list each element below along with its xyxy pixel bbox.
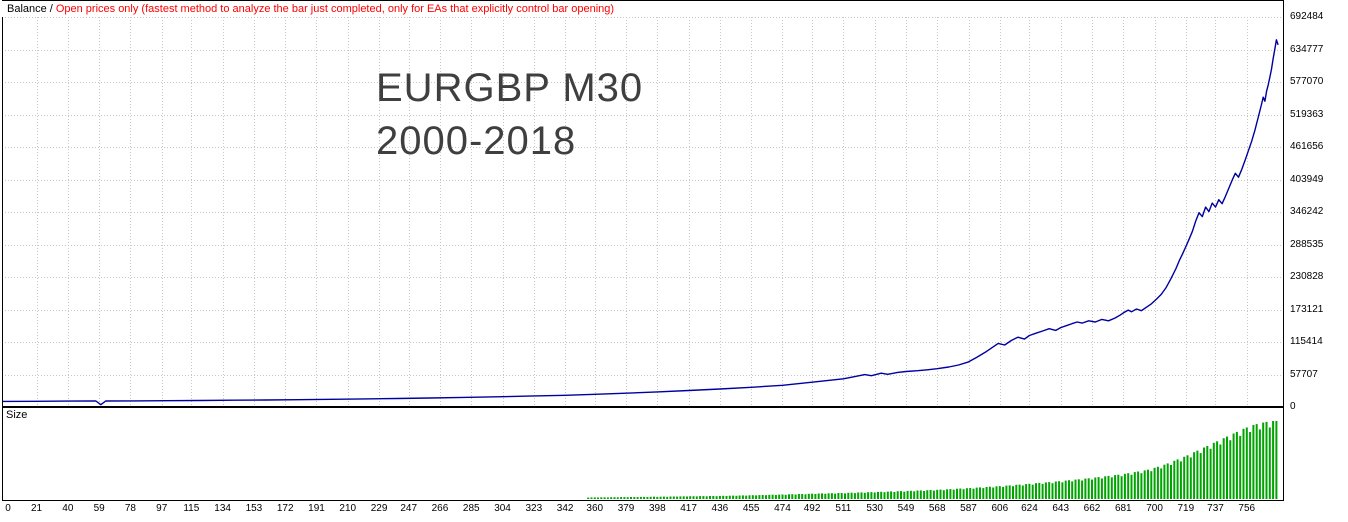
- annotation-line2: 2000-2018: [376, 118, 577, 163]
- balance-line: [1, 39, 1279, 406]
- graph-mode-note: Open prices only (fastest method to anal…: [55, 3, 615, 15]
- grid: [2, 17, 1283, 408]
- graph-caption-bar: Balance / Open prices only (fastest method…: [2, 1, 1282, 17]
- annotation-line1: EURGBP M30: [376, 66, 644, 110]
- axes-borders: [2, 0, 1284, 501]
- caption-separator: /: [49, 3, 53, 15]
- chart-annotation: EURGBP M30 2000-2018: [376, 62, 643, 168]
- balance-series: [1, 39, 1279, 406]
- graph-series-label: Balance: [7, 3, 47, 15]
- size-pane-label: Size: [6, 409, 28, 421]
- size-bars: [587, 421, 1278, 500]
